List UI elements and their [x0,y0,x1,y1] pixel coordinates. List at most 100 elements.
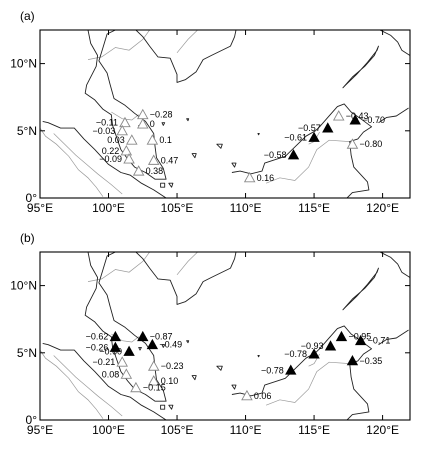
station-marker [285,364,297,375]
station-marker [137,108,149,120]
station-marker [354,334,367,346]
island [257,355,260,358]
station-marker [123,345,135,356]
station-marker [109,341,122,352]
station-marker [346,138,359,149]
station-value-label: 0.03 [107,135,125,145]
station-marker [241,389,253,401]
station-marker [126,134,138,145]
lat-tick-label: 10°N [10,279,37,293]
station-marker [119,116,131,128]
station-value-label: −0.11 [96,118,118,128]
station-value-label: −0.80 [359,139,382,149]
station-marker [132,165,145,176]
station-value-label: −0.87 [150,332,173,342]
border-line [111,111,139,121]
station-marker [137,330,149,342]
station-marker [322,122,334,133]
station-value-label: −0.78 [284,349,307,359]
station-marker [308,131,320,142]
lon-tick-label: 100°E [92,423,125,437]
panel-label: (b) [20,231,35,245]
coastline [231,103,373,198]
station-marker [147,360,160,371]
border-line [265,361,350,406]
station-value-label: 0.06 [254,391,272,401]
lon-tick-label: 100°E [92,201,125,215]
station-value-label: −0.43 [346,111,369,121]
lon-tick-label: 120°E [366,423,399,437]
station-value-label: −0.26 [86,342,109,352]
island [186,340,190,344]
station-marker [335,330,348,342]
coastline [379,252,410,278]
lat-tick-label: 0° [26,413,38,427]
station-marker [109,330,122,342]
lat-tick-label: 0° [26,191,38,205]
station-value-label: −0.23 [161,361,184,371]
lon-tick-label: 115°E [298,201,330,215]
station-marker [308,348,320,359]
coastline [231,325,373,420]
map-frame [39,251,411,421]
station-marker [120,145,133,156]
lon-tick-label: 105°E [161,423,194,437]
station-value-label: 0 [150,119,155,129]
border-line [176,252,198,276]
island [168,404,174,410]
station-marker [130,381,142,393]
station-marker [324,340,337,351]
lon-tick-label: 95°E [27,201,53,215]
station-marker [147,375,160,386]
lon-tick-label: 120°E [366,201,399,215]
station-value-label: 0.10 [161,376,179,386]
station-marker [332,110,345,121]
lat-tick-label: 10°N [10,57,37,71]
station-value-label: −0.28 [150,110,173,120]
station-value-label: −0.62 [86,332,109,342]
station-value-label: −0.93 [301,341,324,351]
station-value-label: −0.09 [99,154,122,164]
station-value-label: −0.70 [362,115,385,125]
coastline [379,30,410,56]
island [168,182,174,188]
coastline [84,30,167,180]
station-marker [349,114,361,125]
island [231,384,237,390]
lon-tick-label: 115°E [298,423,330,437]
lon-tick-label: 95°E [27,423,53,437]
island [160,404,166,410]
island [216,143,223,149]
coastline [40,127,104,197]
station-marker [120,368,133,379]
station-marker [137,118,149,129]
coastline [135,30,237,83]
station-value-label: 0.08 [102,369,120,379]
station-value-label: −0.60 [99,346,122,356]
panel-b-map: 95°E 100°E 105°E 110°E 115°E 120°E 0° 5°N 10°N (b… [10,231,411,437]
station-marker [147,154,160,165]
coastline [84,252,167,402]
station-marker [123,153,135,164]
border-line [176,30,198,54]
coastline [378,329,409,346]
station-value-label: −0.58 [264,150,287,160]
station-marker [287,149,300,160]
island [138,346,142,351]
island [231,162,237,168]
coastline [342,45,379,89]
lat-tick-label: 5°N [17,124,37,138]
coastline [42,120,167,198]
coastline [342,267,379,311]
station-value-label: −0.71 [368,336,391,346]
station-marker [146,134,159,145]
station-marker [116,124,128,136]
island [191,375,197,381]
coastline [378,107,409,124]
station-value-label: −0.35 [359,356,382,366]
station-value-label: −0.21 [92,357,115,367]
panel-a-map: 95°E 100°E 105°E 110°E 115°E 120°E 0° 5°N 10°N (a… [10,9,411,215]
station-value-label: −0.57 [298,123,321,133]
station-value-label: 0.16 [257,173,275,183]
border-line [53,133,123,195]
